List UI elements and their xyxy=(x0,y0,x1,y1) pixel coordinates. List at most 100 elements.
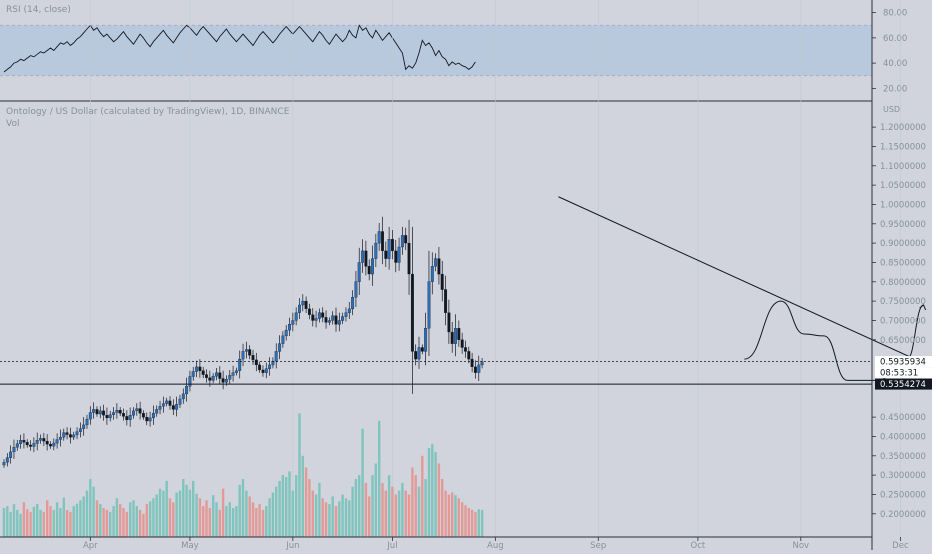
candle[interactable] xyxy=(201,366,205,379)
candle[interactable] xyxy=(145,412,149,426)
candle[interactable] xyxy=(344,307,348,322)
candle[interactable] xyxy=(198,359,202,378)
candle[interactable] xyxy=(341,312,345,324)
candle[interactable] xyxy=(58,429,62,447)
candle[interactable] xyxy=(354,271,358,307)
candle[interactable] xyxy=(155,405,159,417)
candle[interactable] xyxy=(457,320,461,347)
candle[interactable] xyxy=(75,427,79,440)
candle[interactable] xyxy=(19,434,23,449)
candle[interactable] xyxy=(327,317,331,326)
candle[interactable] xyxy=(45,434,49,451)
candle[interactable] xyxy=(15,439,19,451)
candle[interactable] xyxy=(251,349,255,365)
support-price-badge[interactable]: 0.5354274 xyxy=(875,378,932,391)
candle[interactable] xyxy=(95,406,99,417)
candle[interactable] xyxy=(477,355,481,381)
candle[interactable] xyxy=(128,407,132,427)
candle[interactable] xyxy=(304,296,308,314)
candle[interactable] xyxy=(454,314,457,357)
volume-label[interactable]: Vol xyxy=(6,119,19,129)
candle[interactable] xyxy=(414,344,418,366)
candle[interactable] xyxy=(434,253,438,272)
candle[interactable] xyxy=(364,240,368,276)
candle[interactable] xyxy=(460,332,464,354)
candle[interactable] xyxy=(417,336,421,369)
candle[interactable] xyxy=(337,312,341,332)
candle[interactable] xyxy=(125,410,129,426)
candle[interactable] xyxy=(55,433,59,449)
candle[interactable] xyxy=(168,396,172,410)
candle[interactable] xyxy=(112,407,116,420)
candle[interactable] xyxy=(464,340,467,358)
candle[interactable] xyxy=(288,317,291,336)
candle[interactable] xyxy=(141,410,145,420)
candle[interactable] xyxy=(85,414,89,429)
candle[interactable] xyxy=(281,331,285,348)
candle[interactable] xyxy=(291,312,295,332)
candle[interactable] xyxy=(138,401,142,420)
candle[interactable] xyxy=(271,357,275,369)
last-price-badge[interactable]: 0.5935934 08:53:31 xyxy=(875,356,932,379)
candle[interactable] xyxy=(278,335,282,360)
candle[interactable] xyxy=(264,362,268,379)
candle[interactable] xyxy=(447,299,451,344)
candle[interactable] xyxy=(321,307,325,323)
candle[interactable] xyxy=(22,433,26,449)
candle[interactable] xyxy=(108,410,112,422)
candle[interactable] xyxy=(400,226,404,255)
candle[interactable] xyxy=(301,294,305,312)
rsi-line[interactable] xyxy=(3,24,476,73)
candle[interactable] xyxy=(450,322,454,353)
candle[interactable] xyxy=(215,368,218,381)
candle[interactable] xyxy=(397,237,401,271)
candle[interactable] xyxy=(234,367,238,376)
price-axis[interactable]: USD 1.2000000 1.1500000 1.1000000 1.0500000… xyxy=(871,0,932,550)
candle[interactable] xyxy=(161,396,165,413)
candle[interactable] xyxy=(410,226,414,394)
candle[interactable] xyxy=(82,417,86,436)
candle[interactable] xyxy=(65,427,69,440)
candle[interactable] xyxy=(175,396,179,417)
candle[interactable] xyxy=(135,403,139,416)
candle[interactable] xyxy=(473,360,477,379)
candle[interactable] xyxy=(470,352,474,373)
candle[interactable] xyxy=(68,427,72,444)
candle[interactable] xyxy=(254,352,258,372)
candle[interactable] xyxy=(384,241,388,267)
candle[interactable] xyxy=(122,408,125,421)
candle[interactable] xyxy=(52,438,56,451)
candle[interactable] xyxy=(188,370,192,392)
candle[interactable] xyxy=(205,369,208,383)
candle[interactable] xyxy=(351,290,355,316)
candle[interactable] xyxy=(78,422,82,438)
candle[interactable] xyxy=(357,247,361,295)
candle[interactable] xyxy=(244,341,248,359)
candle[interactable] xyxy=(32,437,36,453)
candle[interactable] xyxy=(165,397,169,407)
candle[interactable] xyxy=(12,439,16,459)
time-axis[interactable]: AprMayJunJulAugSepOctNovDec2021 xyxy=(0,536,932,551)
candle[interactable] xyxy=(480,358,484,369)
candle[interactable] xyxy=(132,407,135,419)
candle[interactable] xyxy=(9,445,13,464)
candle[interactable] xyxy=(185,377,189,402)
candle[interactable] xyxy=(248,345,252,360)
candle[interactable] xyxy=(2,459,6,468)
candle[interactable] xyxy=(258,361,262,373)
candle[interactable] xyxy=(314,310,318,328)
candle[interactable] xyxy=(298,298,301,319)
candle[interactable] xyxy=(311,308,315,327)
candle[interactable] xyxy=(118,407,122,417)
candle[interactable] xyxy=(407,219,411,295)
candle[interactable] xyxy=(231,365,235,382)
candle[interactable] xyxy=(347,301,351,319)
candle[interactable] xyxy=(268,357,272,376)
candle[interactable] xyxy=(404,227,408,251)
candle[interactable] xyxy=(218,366,222,385)
descending-trendline[interactable] xyxy=(558,196,932,385)
candle[interactable] xyxy=(437,247,441,285)
candle[interactable] xyxy=(387,226,391,270)
